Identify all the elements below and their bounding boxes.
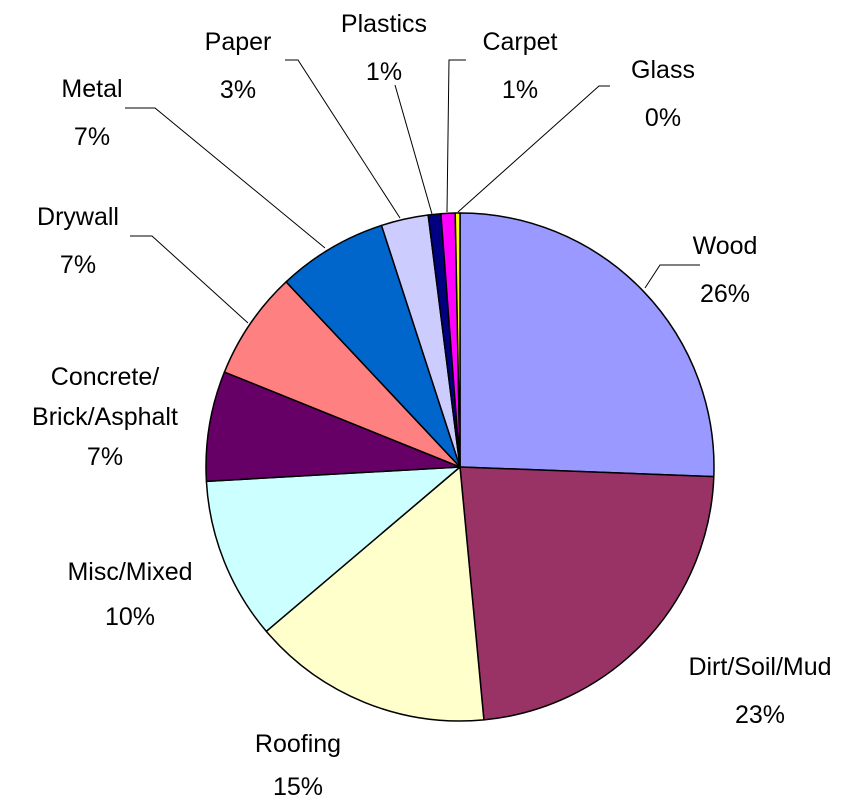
- slice-percent-label: 10%: [105, 603, 155, 631]
- pie-slice: [459, 212, 715, 478]
- slice-category-label: Carpet: [482, 28, 557, 56]
- pie-slice: [285, 224, 461, 468]
- pie-slice: [265, 466, 485, 722]
- leader-line: [446, 59, 466, 213]
- pie-slice: [454, 212, 461, 468]
- slice-category-label: Dirt/Soil/Mud: [688, 653, 831, 681]
- slice-percent-label: 23%: [735, 701, 785, 729]
- slice-percent-label: 7%: [87, 443, 123, 471]
- slice-percent-label: 15%: [273, 773, 323, 801]
- slice-category-label: Misc/Mixed: [67, 558, 192, 586]
- slice-percent-label: 1%: [502, 76, 538, 104]
- slice-category-label: Drywall: [37, 203, 119, 231]
- slice-percent-label: 26%: [700, 280, 750, 308]
- pie-slice: [205, 466, 461, 633]
- leader-lines: [125, 59, 700, 324]
- leader-line: [125, 107, 326, 249]
- slice-category-label: Paper: [205, 28, 272, 56]
- leader-line: [644, 264, 700, 289]
- slice-labels: Wood 26% Dirt/Soil/Mud 23% Roofing 15% Misc/Mi…: [32, 10, 831, 801]
- pie-slice: [223, 281, 461, 468]
- slice-percent-label: 0%: [645, 104, 681, 132]
- leader-line: [130, 235, 249, 324]
- slice-percent-label: 7%: [60, 251, 96, 279]
- pie-slice: [205, 371, 461, 483]
- slice-category-label: Wood: [693, 232, 758, 260]
- slice-category-label: Glass: [631, 56, 695, 84]
- slice-category-label: Brick/Asphalt: [32, 403, 178, 431]
- slice-category-label: Roofing: [255, 730, 341, 758]
- slice-category-label: Metal: [61, 75, 122, 103]
- slice-percent-label: 7%: [74, 123, 110, 151]
- leader-line: [285, 59, 401, 219]
- slice-percent-label: 1%: [366, 58, 402, 86]
- slice-category-label: Plastics: [341, 10, 427, 38]
- slice-percent-label: 3%: [220, 76, 256, 104]
- slice-category-label: Concrete/: [51, 363, 159, 391]
- pie-slice: [459, 466, 715, 721]
- leader-line: [394, 84, 433, 215]
- pie-slices: [205, 212, 715, 722]
- leader-line: [457, 85, 610, 213]
